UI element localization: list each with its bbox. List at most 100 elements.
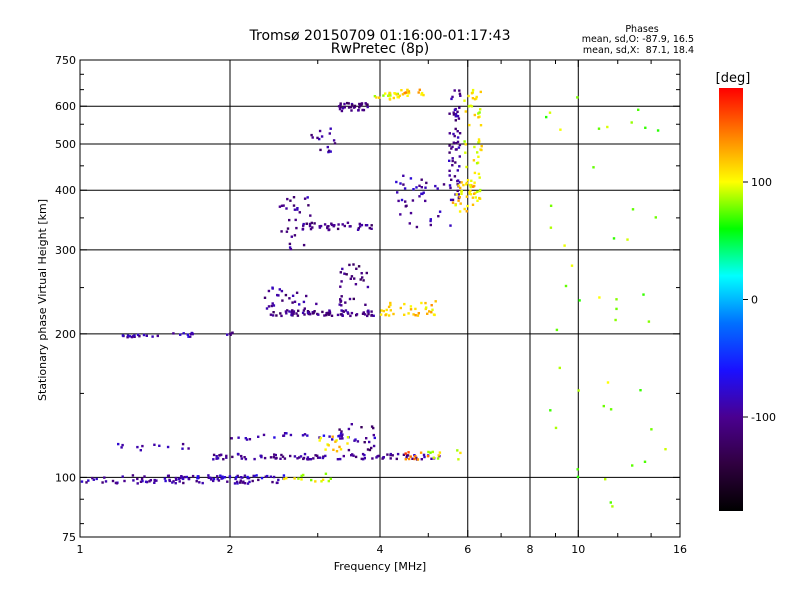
echo-point [424,301,427,305]
echo-point [104,480,108,483]
echo-point [458,132,462,135]
echo-point [469,189,472,192]
echo-point [352,263,355,266]
echo-point [650,428,653,431]
echo-point [226,333,229,336]
echo-point [136,477,139,481]
echo-point [269,475,273,478]
echo-point [454,119,457,122]
echo-point [195,480,198,483]
echo-point [216,457,220,460]
echo-point [451,157,454,160]
echo-point [360,426,363,429]
echo-point [251,479,254,483]
echo-point [257,435,260,438]
echo-point [302,243,306,247]
echo-point [470,184,473,187]
echo-point [456,189,459,193]
echo-point [153,481,156,484]
echo-point [303,197,307,200]
echo-point [337,223,340,226]
echo-point [80,480,84,483]
echo-point [424,199,427,203]
echo-point [371,457,374,460]
echo-point [248,438,252,441]
echo-point [417,91,420,94]
echo-point [180,475,183,479]
echo-point [340,309,343,312]
echo-point [637,108,640,111]
echo-point [321,478,325,481]
echo-point [145,334,148,337]
echo-point [458,210,462,213]
echo-point [301,434,305,437]
echo-point [260,476,264,480]
echo-point [630,121,633,124]
echo-point [216,477,219,481]
echo-point [420,91,424,95]
echo-point [230,437,233,440]
echo-point [301,227,305,231]
echo-point [407,90,411,93]
echo-point [559,128,562,131]
echo-point [243,456,246,459]
echo-point [442,183,446,186]
echo-point [409,305,413,308]
echo-point [347,427,351,431]
echo-point [437,215,440,218]
echo-point [286,197,289,201]
echo-point [297,477,300,480]
echo-point [664,448,667,451]
echo-point [430,457,433,460]
echo-point [218,454,221,457]
echo-point [321,310,324,314]
echo-point [312,457,315,460]
echo-point [454,127,457,131]
echo-point [329,127,332,130]
echo-point [429,223,432,227]
echo-point [464,143,467,146]
echo-point [309,214,312,217]
echo-point [264,475,267,478]
echo-point [407,312,410,315]
echo-point [329,150,332,153]
echo-point [379,313,383,316]
echo-point [396,452,400,456]
echo-point [347,102,350,105]
echo-point [430,311,433,314]
echo-point [302,456,306,460]
echo-point [460,181,463,184]
echo-point [458,165,461,168]
echo-point [415,456,418,460]
echo-point [366,314,369,318]
echo-point [245,438,249,441]
echo-point [291,301,294,304]
echo-point [328,435,331,438]
echo-points [80,88,667,508]
echo-point [270,304,273,308]
echo-point [295,291,299,294]
echo-point [431,308,434,311]
echo-point [280,453,283,457]
echo-point [399,213,402,216]
echo-point [385,308,388,312]
echo-point [429,451,432,454]
echo-point [267,305,271,308]
echo-point [294,218,297,222]
echo-point [323,223,327,226]
echo-point [181,477,185,481]
echo-point [430,304,433,307]
echo-point [226,480,229,483]
echo-point [465,165,468,169]
echo-point [149,479,152,482]
echo-point [359,278,362,281]
echo-point [448,159,451,162]
echo-point [403,302,406,306]
echo-point [123,479,126,483]
echo-point [365,437,368,440]
echo-point [339,437,342,440]
echo-point [420,192,423,195]
echo-point [325,313,328,317]
echo-point [366,310,369,313]
